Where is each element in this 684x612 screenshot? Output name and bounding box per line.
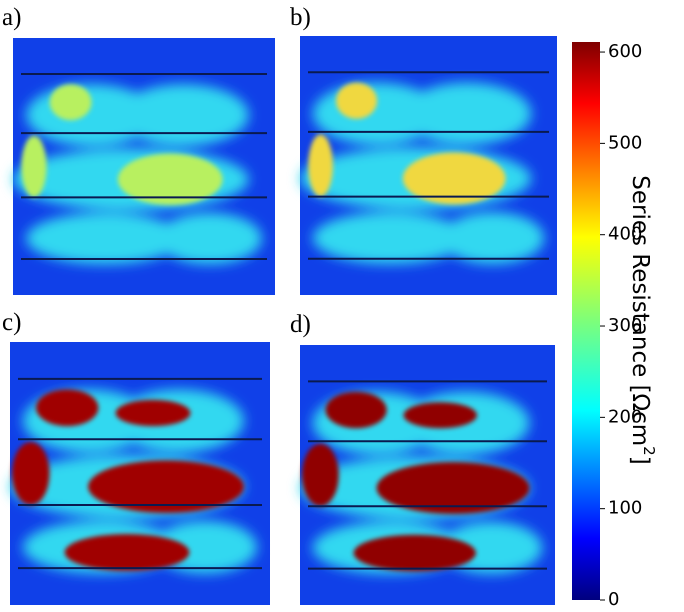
- panel-hot: [12, 389, 244, 571]
- band: [26, 212, 184, 265]
- hot-region: [325, 391, 387, 429]
- tick-label: 600: [608, 41, 642, 62]
- tick-label: 500: [608, 132, 642, 153]
- colorbar-label: Series Resistance [Ωcm2]: [628, 175, 659, 464]
- tick-label: 100: [608, 498, 642, 519]
- tick-label: 200: [608, 406, 642, 427]
- hot-region: [12, 441, 50, 506]
- band: [441, 212, 545, 264]
- hot-region: [88, 460, 244, 513]
- panels: [10, 36, 557, 605]
- hot-region: [115, 399, 191, 427]
- panel-hot: [308, 82, 506, 205]
- hot-region: [302, 443, 339, 507]
- hot-region: [376, 462, 530, 514]
- tick-label: 300: [608, 315, 642, 336]
- panel-label: c): [2, 309, 21, 336]
- image-panel: [13, 38, 275, 295]
- panel-label: d): [290, 311, 311, 338]
- image-panel: [300, 36, 557, 295]
- hot-region: [308, 134, 333, 197]
- tick-label: 400: [608, 224, 642, 245]
- hot-region: [64, 533, 190, 571]
- panel-hot: [302, 391, 530, 572]
- colorbar: [572, 42, 600, 600]
- label-end: ]: [628, 456, 654, 465]
- panel-label: b): [290, 4, 311, 31]
- hot-region: [36, 389, 99, 427]
- panel-hot: [21, 84, 223, 206]
- hot-region: [403, 402, 477, 429]
- image-panel: [300, 345, 555, 605]
- hot-region: [353, 534, 476, 572]
- hot-region: [21, 135, 47, 198]
- label-text: Series Resistance [Ωcm: [628, 175, 654, 446]
- hot-region: [335, 82, 378, 119]
- hot-region: [402, 152, 506, 205]
- tick-label: 0: [608, 589, 619, 610]
- hot-region: [117, 153, 223, 206]
- band: [312, 212, 468, 264]
- band: [157, 212, 262, 265]
- image-panel: [10, 342, 270, 605]
- band: [402, 82, 532, 145]
- label-superscript: 2: [641, 446, 659, 456]
- band: [117, 84, 249, 146]
- hot-region: [49, 84, 92, 121]
- panel-label: a): [2, 4, 21, 31]
